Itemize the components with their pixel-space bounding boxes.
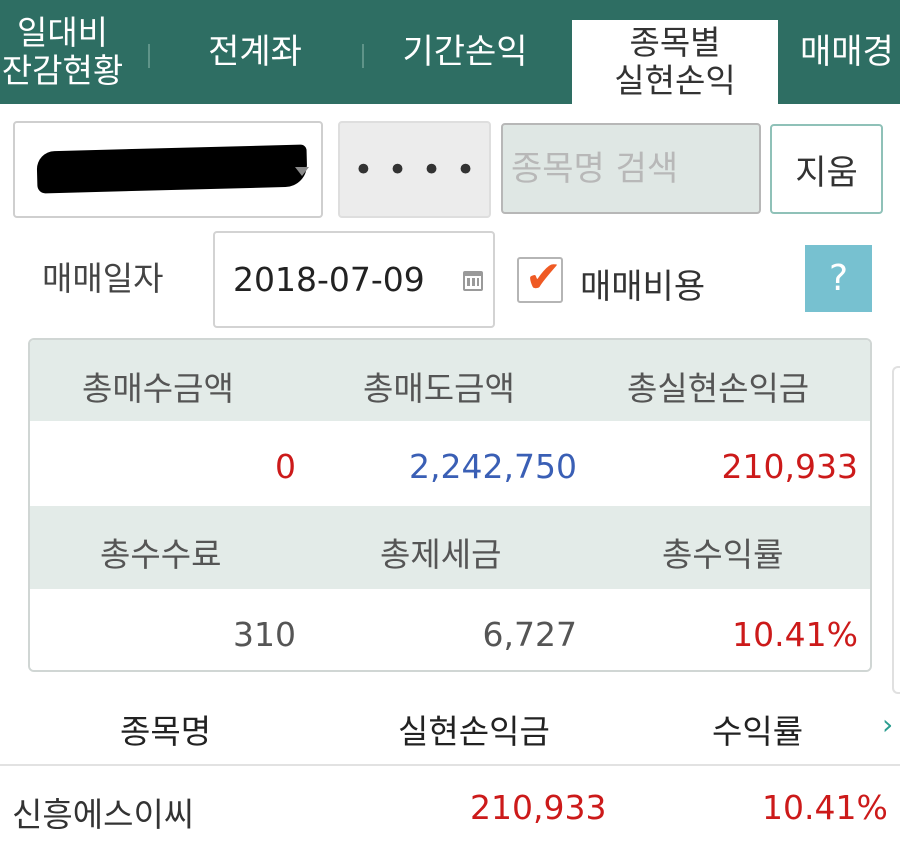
trade-date-value: 2018-07-09 [233, 260, 425, 299]
password-field[interactable]: •••• [338, 121, 491, 218]
summary-header-row: 총매수금액 총매도금액 총실현손익금 [30, 340, 870, 421]
trade-date-label: 매매일자 [42, 259, 164, 298]
tab-label: 잔감현황 [1, 51, 124, 90]
total-buy-value: 0 [275, 447, 296, 486]
tab-bar: 일대비 잔감현황 전계좌 기간손익 종목별 실현손익 매매경 [0, 0, 900, 104]
total-fee-value: 310 [233, 615, 296, 654]
tab-label: 매매경 [800, 32, 894, 72]
tab-daily-balance[interactable]: 일대비 잔감현황 [0, 0, 125, 104]
tab-period-pl[interactable]: 기간손익 [370, 0, 560, 104]
tab-label: 기간손익 [402, 32, 528, 72]
divider [0, 764, 900, 766]
stock-search-input[interactable] [501, 123, 761, 214]
tab-stock-realized-pl[interactable]: 종목별 실현손익 [572, 20, 778, 104]
trade-fee-checkbox[interactable]: ✔ [517, 253, 563, 303]
total-sell-label: 총매도금액 [363, 369, 515, 408]
tab-trade-history[interactable]: 매매경 [800, 0, 900, 104]
clear-button[interactable]: 지움 [770, 124, 883, 214]
password-mask: •••• [353, 149, 490, 190]
total-tax-value: 6,727 [482, 615, 577, 654]
total-return-label: 총수익률 [662, 535, 784, 574]
summary-header-row: 총수수료 총제세금 총수익률 [30, 506, 870, 589]
tab-separator [362, 44, 364, 68]
trade-fee-label[interactable]: 매매비용 [580, 267, 706, 307]
summary-value-row: 310 6,727 10.41% [30, 589, 870, 670]
stock-realized-pl: 210,933 [470, 788, 607, 827]
chevron-right-icon[interactable]: › [882, 708, 894, 741]
clear-button-label: 지움 [795, 152, 858, 193]
help-button[interactable]: ? [805, 245, 872, 312]
col-header-realized-pl[interactable]: 실현손익금 [398, 712, 550, 751]
total-realized-pl-label: 총실현손익금 [627, 369, 810, 408]
tab-label: 전계좌 [208, 32, 302, 72]
redacted-account-number [36, 144, 308, 194]
check-icon: ✔ [525, 252, 562, 303]
account-select[interactable] [13, 121, 323, 218]
calendar-icon[interactable] [463, 271, 483, 291]
chevron-down-icon [295, 167, 309, 176]
trade-date-field[interactable]: 2018-07-09 [213, 231, 495, 328]
total-return-value: 10.41% [732, 615, 858, 654]
tab-all-accounts[interactable]: 전계좌 [160, 0, 350, 104]
tab-label: 종목별 [629, 23, 721, 62]
col-header-stock-name[interactable]: 종목명 [120, 712, 212, 751]
stock-name: 신흥에스이씨 [12, 795, 195, 834]
total-sell-value: 2,242,750 [409, 447, 577, 486]
tab-label: 실현손익 [614, 61, 736, 100]
total-fee-label: 총수수료 [100, 535, 222, 574]
col-header-return-rate[interactable]: 수익률 [712, 712, 804, 751]
total-realized-pl-value: 210,933 [721, 447, 858, 486]
total-tax-label: 총제세금 [380, 535, 502, 574]
summary-panel: 총매수금액 총매도금액 총실현손익금 0 2,242,750 210,933 총… [28, 338, 872, 672]
question-icon: ? [828, 258, 849, 299]
side-scroll-handle[interactable] [892, 366, 900, 694]
tab-label: 일대비 [16, 13, 109, 52]
total-buy-label: 총매수금액 [82, 369, 234, 408]
tab-separator [148, 44, 150, 68]
summary-value-row: 0 2,242,750 210,933 [30, 421, 870, 506]
stock-return-rate: 10.41% [762, 788, 888, 827]
